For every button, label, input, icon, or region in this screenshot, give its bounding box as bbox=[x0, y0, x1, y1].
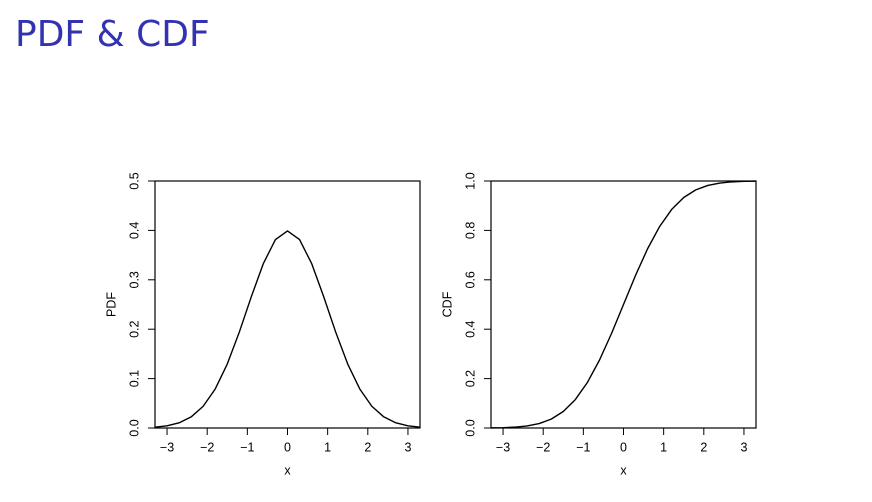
x-axis-label: x bbox=[620, 463, 627, 477]
x-tick-label: −1 bbox=[576, 440, 590, 454]
curve bbox=[490, 180, 757, 429]
y-tick-label: 0.5 bbox=[127, 172, 141, 189]
y-tick-label: 0.0 bbox=[127, 419, 141, 436]
x-tick-label: −2 bbox=[200, 440, 214, 454]
x-tick-label: 0 bbox=[284, 440, 291, 454]
x-tick-label: 2 bbox=[700, 440, 707, 454]
x-tick-label: −3 bbox=[496, 440, 510, 454]
y-axis-label: PDF bbox=[104, 292, 118, 317]
x-tick-label: −1 bbox=[240, 440, 254, 454]
x-tick-label: −3 bbox=[160, 440, 174, 454]
x-tick-label: 1 bbox=[324, 440, 331, 454]
y-axis-label: CDF bbox=[440, 291, 454, 317]
x-tick-label: 3 bbox=[740, 440, 747, 454]
y-tick-label: 0.4 bbox=[463, 320, 477, 337]
slide-title: PDF & CDF bbox=[15, 14, 210, 55]
curve bbox=[154, 230, 421, 428]
x-tick-label: 2 bbox=[364, 440, 371, 454]
x-tick-label: 1 bbox=[660, 440, 667, 454]
y-tick-label: 0.4 bbox=[127, 222, 141, 239]
y-tick-label: 0.1 bbox=[127, 370, 141, 387]
x-axis-label: x bbox=[284, 463, 291, 477]
x-tick-label: 0 bbox=[620, 440, 627, 454]
y-tick-label: 0.2 bbox=[127, 320, 141, 337]
y-tick-label: 0.8 bbox=[463, 222, 477, 239]
x-tick-label: 3 bbox=[404, 440, 411, 454]
y-tick-label: 0.2 bbox=[463, 370, 477, 387]
y-tick-label: 0.0 bbox=[463, 419, 477, 436]
x-tick-label: −2 bbox=[536, 440, 550, 454]
y-tick-label: 1.0 bbox=[463, 172, 477, 189]
plot-frame bbox=[154, 180, 421, 429]
y-tick-label: 0.3 bbox=[127, 271, 141, 288]
y-tick-label: 0.6 bbox=[463, 271, 477, 288]
